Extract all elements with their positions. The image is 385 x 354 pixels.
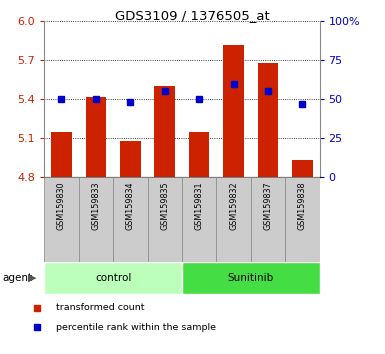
Text: GSM159837: GSM159837 — [263, 181, 273, 230]
Bar — [85, 97, 106, 177]
Bar — [113, 177, 147, 262]
Bar — [182, 262, 320, 294]
Text: ▶: ▶ — [28, 273, 37, 283]
Text: percentile rank within the sample: percentile rank within the sample — [56, 323, 216, 332]
Bar — [216, 177, 251, 262]
Text: GSM159835: GSM159835 — [160, 181, 169, 230]
Bar — [44, 262, 182, 294]
Bar — [79, 177, 113, 262]
Text: GSM159830: GSM159830 — [57, 181, 66, 230]
Text: GSM159831: GSM159831 — [194, 181, 204, 230]
Bar — [251, 177, 285, 262]
Text: transformed count: transformed count — [56, 303, 144, 313]
Bar — [44, 177, 79, 262]
Bar — [51, 132, 72, 177]
Bar — [154, 86, 175, 177]
Bar — [147, 177, 182, 262]
Text: control: control — [95, 273, 131, 283]
Bar — [258, 63, 278, 177]
Bar — [120, 141, 141, 177]
Text: GSM159833: GSM159833 — [91, 181, 100, 230]
Bar — [223, 45, 244, 177]
Text: GSM159834: GSM159834 — [126, 181, 135, 230]
Text: GSM159838: GSM159838 — [298, 181, 307, 230]
Bar — [285, 177, 320, 262]
Bar — [292, 160, 313, 177]
Text: agent: agent — [2, 273, 32, 283]
Bar — [189, 132, 209, 177]
Bar — [182, 177, 216, 262]
Text: GDS3109 / 1376505_at: GDS3109 / 1376505_at — [115, 9, 270, 22]
Text: Sunitinib: Sunitinib — [228, 273, 274, 283]
Text: GSM159832: GSM159832 — [229, 181, 238, 230]
